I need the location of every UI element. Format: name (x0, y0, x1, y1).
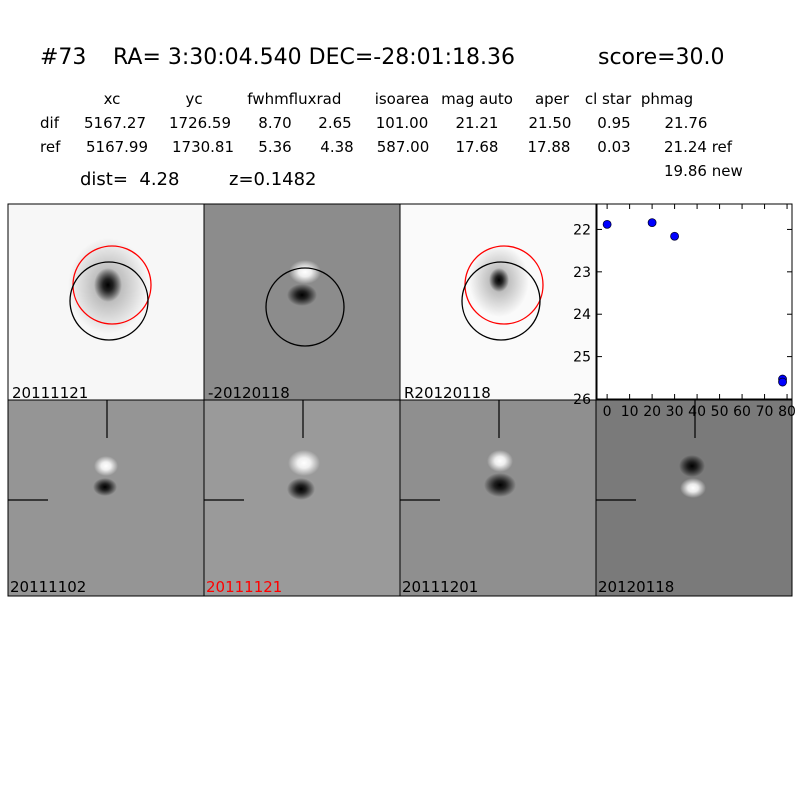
data-point (670, 231, 679, 241)
distance: dist= 4.28 (80, 169, 179, 190)
x-tick-label: 50 (711, 404, 729, 420)
candidate-id: #73 (40, 45, 86, 70)
panel-label: 20120118 (598, 578, 674, 596)
plot-frame (596, 203, 793, 400)
panel-label: 20111121 (12, 384, 88, 402)
data-point (602, 219, 612, 229)
source-blob (94, 268, 122, 302)
table-cell: 1730.81 (172, 138, 234, 156)
table-cell: 5.36 (258, 138, 291, 156)
x-tick-label: 80 (778, 404, 796, 420)
x-tick-label: 30 (666, 404, 684, 420)
table-cell: 17.88 (528, 138, 571, 156)
x-tick-label: 10 (621, 404, 639, 420)
table-cell: 1726.59 (169, 114, 231, 132)
score: score=30.0 (598, 45, 725, 70)
table-cell: 21.24 ref (664, 138, 733, 156)
table-cell: 17.68 (456, 138, 499, 156)
column-header: fluxrad (289, 90, 342, 108)
column-header: cl star (585, 90, 632, 108)
x-tick-label: 0 (603, 404, 612, 420)
x-tick-label: 60 (733, 404, 751, 420)
column-header: yc (185, 90, 202, 108)
coordinates: RA= 3:30:04.540 DEC=-28:01:18.36 (113, 45, 515, 70)
data-point (647, 218, 657, 228)
panel-frames (7, 203, 793, 597)
source-blob (487, 450, 513, 472)
table-cell: 5167.99 (86, 138, 148, 156)
x-tick-label: 20 (643, 404, 661, 420)
column-header: aper (535, 90, 570, 108)
source-blob (484, 473, 516, 497)
column-header: mag auto (441, 90, 513, 108)
y-tick-label: 26 (573, 392, 591, 408)
source-blob (289, 260, 321, 284)
dif-circle (265, 267, 345, 347)
dif-circle (461, 261, 541, 341)
redshift: z=0.1482 (229, 169, 317, 190)
panel-label: 20111121 (206, 578, 282, 596)
light-curve: 22 23 24 25 26 0 10 20 30 40 50 60 70 80 (573, 203, 796, 420)
panel-label: 20111201 (402, 578, 478, 596)
phmag-new: 19.86 new (664, 162, 743, 180)
source-blob (287, 478, 315, 500)
panel-label: -20120118 (208, 384, 290, 402)
table-cell: 0.03 (597, 138, 630, 156)
y-tick-label: 22 (573, 222, 591, 238)
x-tick-label: 70 (756, 404, 774, 420)
table-cell: 2.65 (318, 114, 351, 132)
table-cell: 4.38 (320, 138, 353, 156)
source-blob (489, 268, 509, 292)
source-blob (288, 450, 320, 476)
table-cell: 21.76 (665, 114, 708, 132)
source-blob (679, 455, 705, 477)
y-tick-label: 24 (573, 307, 591, 323)
data-point (778, 377, 787, 387)
panel-image (596, 400, 792, 596)
image-panels (7, 203, 793, 597)
table-cell: 21.50 (529, 114, 572, 132)
crosshairs (8, 400, 696, 501)
column-header: xc (104, 90, 121, 108)
source-blob (93, 478, 117, 496)
table-cell: 0.95 (597, 114, 630, 132)
panel-label: R20120118 (404, 384, 491, 402)
row-label: ref (40, 138, 61, 156)
row-label: dif (40, 114, 60, 132)
table-cell: 8.70 (258, 114, 291, 132)
panel-image (400, 400, 596, 596)
dif-circle (69, 261, 149, 341)
table-cell: 5167.27 (84, 114, 146, 132)
source-blob (94, 456, 118, 476)
column-header: phmag (641, 90, 693, 108)
y-tick-label: 23 (573, 265, 591, 281)
column-header: fwhm (247, 90, 288, 108)
table-cell: 587.00 (377, 138, 430, 156)
column-header: isoarea (375, 90, 430, 108)
y-tick-label: 25 (573, 350, 591, 366)
panel-label: 20111102 (10, 578, 86, 596)
table-cell: 101.00 (376, 114, 429, 132)
source-blob (680, 478, 706, 498)
table-cell: 21.21 (456, 114, 499, 132)
source-blob (287, 284, 317, 306)
x-tick-label: 40 (688, 404, 706, 420)
panel-image (8, 400, 204, 596)
